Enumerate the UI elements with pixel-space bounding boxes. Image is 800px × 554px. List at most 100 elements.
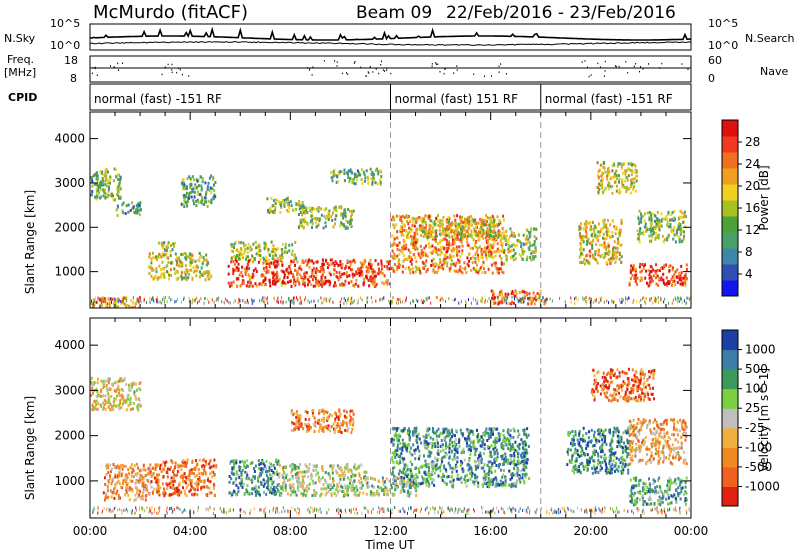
data-cell (118, 407, 121, 411)
data-cell (638, 229, 641, 233)
data-cell (324, 478, 327, 482)
data-cell (445, 238, 448, 242)
data-cell (334, 281, 336, 285)
data-cell (94, 407, 97, 411)
data-cell (449, 253, 452, 257)
data-cell (228, 480, 231, 484)
data-cell (253, 470, 256, 473)
data-cell (114, 475, 117, 479)
ground-scatter-cell (516, 297, 518, 301)
data-cell (168, 482, 171, 486)
data-cell (235, 259, 238, 263)
data-cell (604, 170, 607, 174)
data-cell (292, 208, 294, 212)
data-cell (107, 297, 110, 301)
data-cell (346, 465, 349, 469)
data-cell (100, 379, 103, 383)
data-cell (121, 472, 123, 476)
data-cell (102, 401, 104, 405)
data-cell (310, 210, 313, 214)
data-cell (648, 217, 651, 221)
data-cell (683, 230, 685, 234)
data-cell (597, 186, 599, 190)
data-cell (457, 222, 460, 226)
data-cell (243, 482, 245, 486)
data-cell (318, 480, 321, 484)
data-cell (666, 223, 669, 227)
data-cell (187, 197, 190, 201)
ground-scatter-cell (680, 297, 681, 301)
data-cell (403, 229, 406, 233)
data-cell (419, 244, 422, 248)
data-cell (585, 219, 588, 223)
ground-scatter-cell (347, 298, 349, 302)
data-cell (617, 239, 619, 243)
data-cell (197, 482, 200, 486)
data-cell (151, 266, 154, 270)
data-cell (195, 199, 198, 203)
data-cell (668, 234, 671, 238)
data-cell (359, 266, 362, 270)
data-cell (274, 265, 277, 269)
data-cell (318, 206, 321, 210)
data-cell (107, 189, 110, 193)
data-cell (95, 197, 98, 201)
data-cell (350, 215, 352, 219)
data-cell (426, 237, 429, 241)
data-cell (432, 263, 434, 267)
ground-scatter-cell (442, 298, 444, 302)
data-cell (104, 176, 107, 180)
data-cell (583, 235, 586, 239)
data-cell (227, 272, 230, 276)
data-cell (525, 291, 528, 295)
data-cell (459, 223, 462, 227)
ground-scatter-cell (375, 299, 377, 303)
data-cell (451, 235, 454, 238)
data-cell (119, 379, 122, 383)
data-cell (102, 394, 105, 398)
data-cell (335, 180, 338, 184)
nave-dot (367, 71, 369, 73)
data-cell (188, 255, 190, 259)
data-cell (118, 379, 120, 383)
data-cell (670, 278, 673, 281)
data-cell (104, 174, 106, 178)
data-cell (104, 179, 107, 183)
data-cell (592, 256, 595, 260)
data-cell (317, 279, 320, 283)
data-cell (632, 163, 635, 167)
data-cell (282, 481, 284, 485)
data-cell (241, 477, 244, 481)
data-cell (308, 467, 310, 470)
data-cell (207, 181, 210, 185)
data-cell (425, 231, 428, 235)
data-cell (108, 401, 111, 405)
data-cell (364, 260, 367, 264)
data-cell (335, 214, 338, 218)
ground-scatter-cell (125, 296, 127, 300)
data-cell (451, 222, 454, 226)
ground-scatter-cell (143, 298, 145, 302)
data-cell (660, 276, 663, 280)
data-cell (465, 220, 468, 224)
data-cell (323, 282, 326, 286)
data-cell (158, 473, 161, 477)
data-cell (271, 257, 274, 261)
ground-scatter-cell (104, 299, 106, 303)
data-cell (605, 245, 608, 249)
ground-scatter-cell (640, 298, 642, 302)
data-cell (321, 476, 324, 480)
data-cell (603, 218, 606, 222)
data-cell (630, 264, 633, 268)
data-cell (616, 237, 619, 241)
data-cell (316, 471, 319, 475)
ground-scatter-cell (448, 297, 450, 301)
data-cell (239, 460, 242, 464)
nave-dot (176, 71, 178, 74)
data-cell (249, 281, 252, 285)
data-cell (409, 230, 412, 234)
data-cell (658, 276, 661, 280)
ground-scatter-cell (353, 299, 355, 303)
data-cell (259, 281, 262, 285)
data-cell (123, 478, 126, 482)
